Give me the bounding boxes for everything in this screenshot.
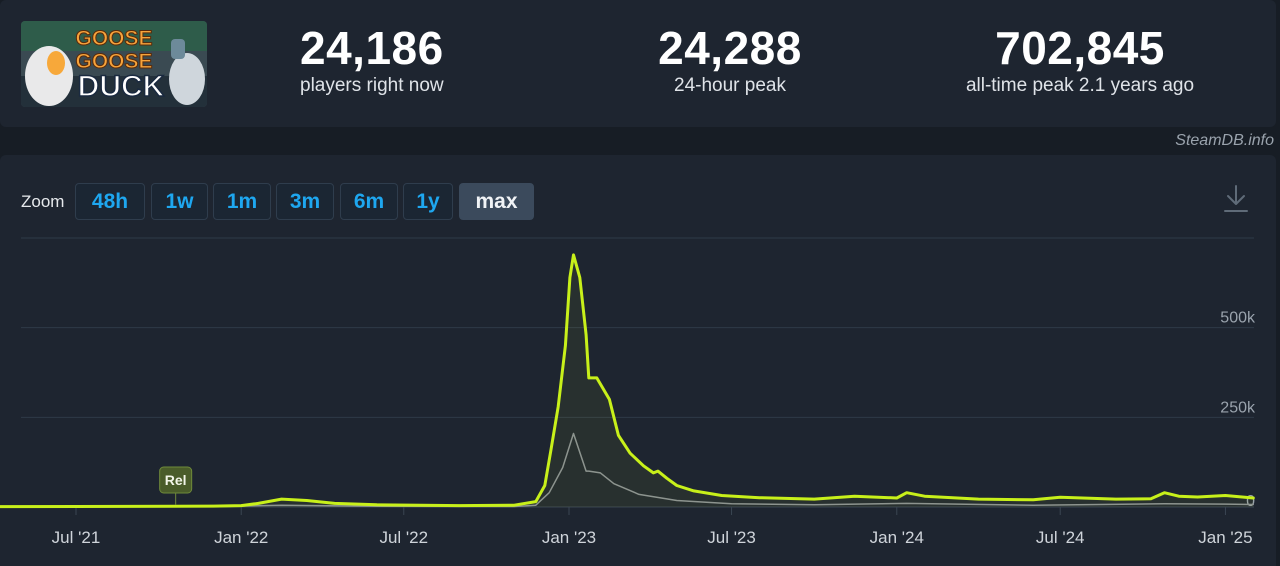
steamdb-credit[interactable]: SteamDB.info	[1175, 132, 1274, 149]
y-tick-label: 0	[1246, 493, 1255, 510]
all-time-peak-stat: 702,845 all-time peak 2.1 years ago	[940, 22, 1220, 98]
svg-text:DUCK: DUCK	[78, 70, 165, 103]
release-marker-label: Rel	[165, 472, 187, 488]
release-marker-badge	[159, 466, 193, 494]
zoom-3m-button[interactable]: 3m	[276, 183, 334, 220]
peak-24h-label: 24-hour peak	[674, 75, 786, 96]
y-tick-label: 500k	[1220, 310, 1256, 327]
x-tick-label: Jan '24	[870, 528, 924, 547]
x-tick-label: Jan '25	[1198, 528, 1252, 547]
download-icon[interactable]	[1222, 183, 1250, 215]
current-players-label: players right now	[300, 75, 444, 96]
x-tick-label: Jul '24	[1036, 528, 1085, 547]
stats-panel: GOOSE GOOSE DUCK 24,186 players right no…	[0, 0, 1276, 127]
all-time-peak-label[interactable]: all-time peak 2.1 years ago	[965, 75, 1195, 96]
series-area	[0, 254, 1254, 507]
svg-text:GOOSE: GOOSE	[75, 50, 152, 73]
zoom-48h-button[interactable]: 48h	[75, 183, 145, 220]
zoom-1w-button[interactable]: 1w	[151, 183, 208, 220]
x-tick-label: Jan '23	[542, 528, 596, 547]
current-players-value: 24,186	[300, 22, 444, 74]
x-tick-label: Jul '21	[52, 528, 101, 547]
peak-24h-value: 24,288	[658, 22, 802, 74]
all-time-peak-value: 702,845	[995, 22, 1165, 74]
zoom-1y-button[interactable]: 1y	[403, 183, 453, 220]
y-tick-label: 250k	[1220, 399, 1256, 416]
zoom-6m-button[interactable]: 6m	[340, 183, 398, 220]
zoom-1m-button[interactable]: 1m	[213, 183, 271, 220]
peak-24h-stat: 24,288 24-hour peak	[630, 22, 830, 98]
current-players-stat: 24,186 players right now	[300, 22, 462, 98]
zoom-max-button[interactable]: max	[459, 183, 534, 220]
zoom-label: Zoom	[21, 192, 65, 211]
series-line-players	[0, 253, 1255, 509]
svg-text:GOOSE: GOOSE	[75, 27, 152, 50]
game-logo[interactable]: GOOSE GOOSE DUCK	[21, 21, 207, 107]
x-tick-label: Jul '22	[379, 528, 428, 547]
x-tick-label: Jan '22	[214, 528, 268, 547]
x-tick-label: Jul '23	[707, 528, 756, 547]
